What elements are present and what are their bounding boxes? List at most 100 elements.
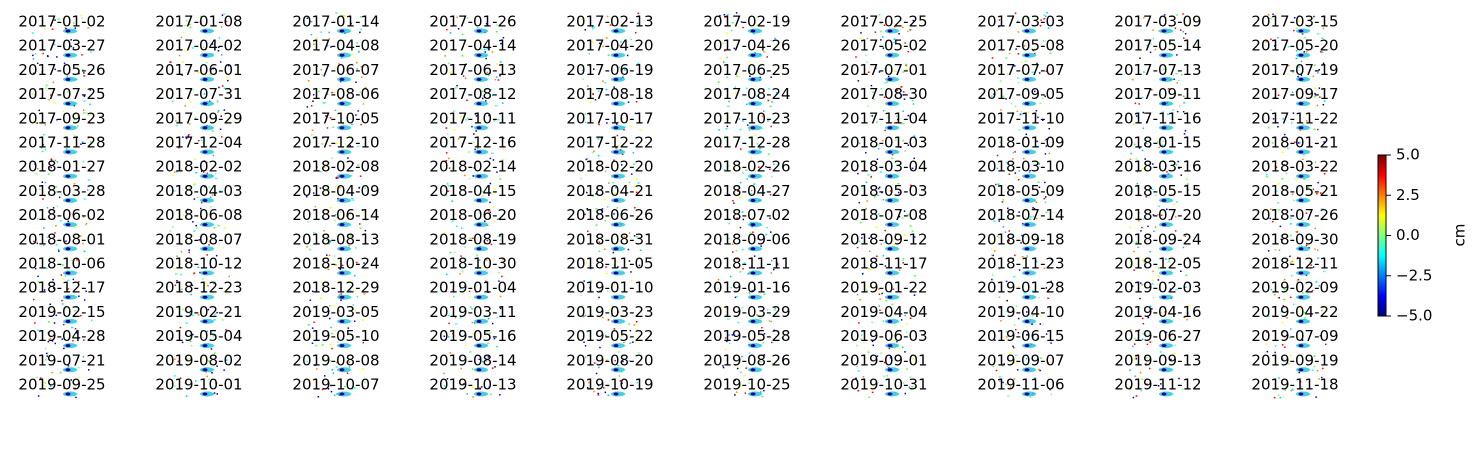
map-pixel bbox=[1273, 293, 1276, 296]
map-blob bbox=[1298, 368, 1304, 372]
map-pixel bbox=[206, 172, 209, 175]
map-pixel bbox=[863, 313, 865, 315]
map-pixel bbox=[1304, 317, 1306, 319]
map-blob bbox=[750, 392, 756, 396]
map-panel bbox=[32, 62, 85, 83]
map-pixel bbox=[751, 290, 753, 292]
map-pixel bbox=[994, 250, 996, 252]
map-panel bbox=[867, 84, 915, 107]
panel-date: 2017-09-11 bbox=[1114, 85, 1201, 103]
map-pixel bbox=[586, 158, 588, 160]
map-pixel bbox=[1012, 257, 1015, 260]
map-pixel bbox=[313, 43, 315, 45]
map-pixel bbox=[221, 319, 224, 321]
map-pixel bbox=[1165, 331, 1168, 334]
map-pixel bbox=[630, 38, 632, 41]
map-panel bbox=[1000, 109, 1050, 131]
map-pixel bbox=[55, 225, 57, 227]
map-pixel bbox=[1143, 16, 1145, 19]
map-blob bbox=[65, 102, 71, 106]
map-pixel bbox=[200, 23, 202, 25]
map-pixel bbox=[487, 317, 490, 320]
map-pixel bbox=[1187, 183, 1189, 185]
map-pixel bbox=[909, 225, 912, 227]
map-panel bbox=[870, 109, 911, 132]
map-pixel bbox=[359, 175, 362, 177]
map-pixel bbox=[1174, 215, 1177, 218]
map-pixel bbox=[591, 195, 594, 197]
panel-date: 2019-04-10 bbox=[977, 303, 1064, 321]
map-pixel bbox=[1298, 15, 1301, 17]
map-pixel bbox=[38, 109, 40, 112]
map-pixel bbox=[608, 182, 610, 184]
map-pixel bbox=[364, 187, 366, 190]
map-pixel bbox=[752, 231, 754, 233]
map-pixel bbox=[1138, 306, 1140, 308]
map-pixel bbox=[1176, 54, 1178, 56]
map-pixel bbox=[893, 339, 896, 341]
map-pixel bbox=[878, 293, 881, 295]
map-blob bbox=[1024, 102, 1030, 106]
map-pixel bbox=[998, 220, 1000, 222]
map-pixel bbox=[607, 394, 609, 397]
map-pixel bbox=[1016, 110, 1019, 113]
map-pixel bbox=[629, 342, 631, 344]
map-pixel bbox=[770, 125, 772, 128]
map-pixel bbox=[892, 288, 895, 290]
map-pixel bbox=[44, 28, 47, 30]
map-panel bbox=[857, 157, 915, 179]
map-pixel bbox=[445, 152, 448, 154]
map-pixel bbox=[1184, 33, 1187, 35]
panel-date: 2017-10-23 bbox=[703, 109, 790, 127]
map-pixel bbox=[210, 348, 213, 350]
map-pixel bbox=[610, 48, 612, 50]
map-pixel bbox=[595, 207, 597, 210]
map-pixel bbox=[480, 90, 482, 92]
map-pixel bbox=[1301, 339, 1304, 341]
map-pixel bbox=[502, 137, 505, 139]
panel-date: 2017-07-13 bbox=[1114, 61, 1201, 79]
map-pixel bbox=[50, 159, 53, 161]
map-pixel bbox=[1020, 61, 1023, 63]
map-pixel bbox=[606, 206, 609, 208]
map-pixel bbox=[489, 201, 491, 204]
map-pixel bbox=[65, 28, 67, 30]
map-pixel bbox=[586, 330, 588, 333]
map-pixel bbox=[1028, 171, 1031, 173]
map-pixel bbox=[614, 359, 616, 362]
map-pixel bbox=[445, 138, 448, 141]
map-pixel bbox=[329, 117, 332, 119]
map-pixel bbox=[639, 249, 642, 252]
map-pixel bbox=[1295, 231, 1297, 233]
map-pixel bbox=[495, 104, 497, 107]
map-pixel bbox=[730, 286, 733, 289]
map-pixel bbox=[768, 88, 770, 90]
map-blob bbox=[65, 247, 71, 251]
map-pixel bbox=[43, 227, 45, 229]
map-pixel bbox=[905, 63, 907, 66]
map-blob bbox=[476, 126, 482, 130]
map-pixel bbox=[597, 392, 599, 395]
map-pixel bbox=[759, 218, 761, 220]
map-pixel bbox=[1007, 191, 1009, 193]
map-panel bbox=[40, 133, 92, 155]
map-pixel bbox=[323, 230, 325, 232]
map-pixel bbox=[459, 316, 462, 319]
map-pixel bbox=[48, 166, 50, 168]
map-pixel bbox=[473, 133, 475, 135]
map-pixel bbox=[624, 281, 626, 284]
panel-date: 2018-06-26 bbox=[566, 206, 653, 224]
map-pixel bbox=[586, 387, 589, 389]
map-pixel bbox=[348, 244, 350, 247]
map-panel bbox=[444, 37, 505, 60]
map-pixel bbox=[339, 268, 341, 270]
map-pixel bbox=[315, 37, 317, 39]
map-pixel bbox=[591, 314, 593, 316]
map-pixel bbox=[85, 290, 87, 292]
map-panel bbox=[856, 229, 916, 252]
map-pixel bbox=[228, 312, 230, 314]
map-pixel bbox=[1133, 269, 1135, 271]
map-panel bbox=[858, 303, 912, 325]
map-pixel bbox=[1017, 20, 1019, 23]
map-pixel bbox=[596, 161, 599, 163]
